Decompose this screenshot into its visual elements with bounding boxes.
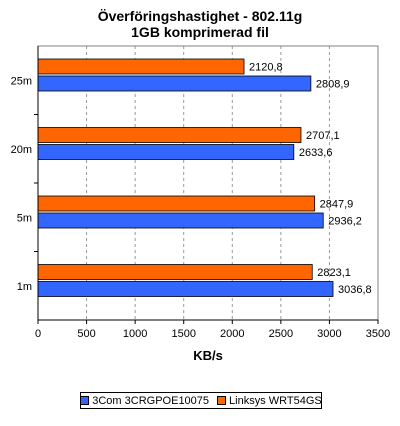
x-tick-label: 1000 <box>123 328 147 340</box>
bar-3com <box>37 75 312 92</box>
data-label-linksys: 2707,1 <box>306 130 340 142</box>
legend-swatch-3com <box>80 396 90 405</box>
bar-3com <box>37 281 334 297</box>
legend-label-linksys: Linksys WRT54GS <box>229 394 322 407</box>
x-tick-label: 500 <box>77 328 95 340</box>
bar-linksys <box>37 58 245 75</box>
category-label: 1m <box>17 281 32 293</box>
bar-linksys <box>37 264 313 280</box>
bar-3com <box>37 144 295 160</box>
category-label: 25m <box>11 75 32 87</box>
legend-swatch-linksys <box>217 396 227 405</box>
x-tick-label: 2500 <box>269 328 293 340</box>
data-label-3com: 2808,9 <box>316 79 350 91</box>
chart-legend: 3Com 3CRGPOE10075 Linksys WRT54GS <box>80 392 322 409</box>
x-tick-label: 2000 <box>220 328 244 340</box>
x-tick-label: 1500 <box>171 328 195 340</box>
legend-item-3com: 3Com 3CRGPOE10075 <box>80 395 209 407</box>
legend-label-3com: 3Com 3CRGPOE10075 <box>92 394 210 407</box>
bar-3com <box>37 212 324 229</box>
data-label-3com: 3036,8 <box>338 284 372 296</box>
data-label-linksys: 2120,8 <box>249 62 283 74</box>
chart-title: Överföringshastighet - 802.11g <box>97 8 303 24</box>
category-label: 5m <box>17 212 32 224</box>
x-tick-label: 3000 <box>317 328 341 340</box>
x-axis-label: KB/s <box>193 348 223 363</box>
data-label-linksys: 2847,9 <box>320 199 354 211</box>
data-label-3com: 2936,2 <box>328 216 362 228</box>
legend-item-linksys: Linksys WRT54GS <box>217 395 322 407</box>
data-label-3com: 2633,6 <box>299 147 333 159</box>
category-label: 20m <box>11 144 32 156</box>
chart-subtitle: 1GB komprimerad fil <box>131 24 269 40</box>
x-tick-label: 0 <box>35 328 41 340</box>
bar-linksys <box>37 127 302 143</box>
bar-linksys <box>37 195 316 212</box>
data-label-linksys: 2823,1 <box>317 267 351 279</box>
x-tick-label: 3500 <box>366 328 390 340</box>
